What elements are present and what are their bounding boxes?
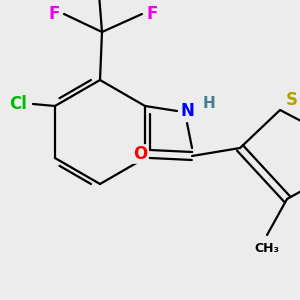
Text: S: S: [286, 91, 298, 109]
Text: N: N: [180, 102, 194, 120]
Text: H: H: [203, 95, 215, 110]
Text: F: F: [146, 5, 158, 23]
Text: CH₃: CH₃: [254, 242, 280, 256]
Text: O: O: [133, 145, 147, 163]
Text: Cl: Cl: [9, 95, 27, 113]
Text: F: F: [48, 5, 60, 23]
